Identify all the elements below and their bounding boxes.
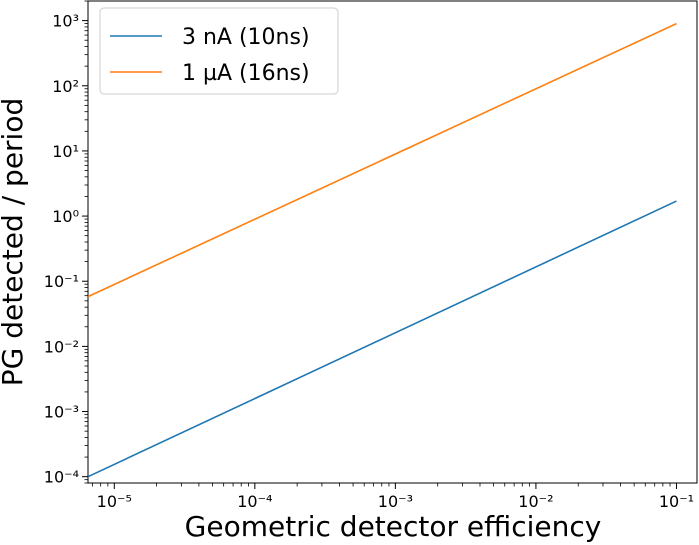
y-tick-label: 10¹ <box>52 142 79 161</box>
y-tick-label: 10³ <box>52 12 79 31</box>
y-tick-label: 10⁻² <box>44 337 79 356</box>
series-layer <box>87 22 677 478</box>
series-line-1 <box>87 200 677 478</box>
y-tick-label: 10² <box>52 77 79 96</box>
x-axis-label: Geometric detector efficiency <box>185 510 602 543</box>
y-tick-label: 10⁰ <box>52 207 79 226</box>
x-tick-label: 10⁻³ <box>378 492 413 511</box>
x-axis-ticks: 10⁻⁵ 10⁻⁴ 10⁻³ 10⁻² 10⁻¹ <box>92 483 694 511</box>
y-tick-label: 10⁻³ <box>44 403 79 422</box>
legend: 3 nA (10ns) 1 µA (16ns) <box>99 7 339 95</box>
legend-label-series-2: 1 µA (16ns) <box>182 61 310 86</box>
y-axis-ticks: 10⁻⁴ 10⁻³ 10⁻² 10⁻¹ 10⁰ 10¹ 10² 10³ <box>44 0 88 487</box>
x-tick-label: 10⁻⁴ <box>237 492 272 511</box>
series-line-2 <box>87 22 677 298</box>
x-tick-label: 10⁻² <box>518 492 553 511</box>
x-tick-label: 10⁻¹ <box>659 492 694 511</box>
legend-label-series-1: 3 nA (10ns) <box>182 25 310 50</box>
y-axis-label: PG detected / period <box>0 98 29 387</box>
y-tick-label: 10⁻¹ <box>44 272 79 291</box>
x-tick-label: 10⁻⁵ <box>97 492 132 511</box>
y-tick-label: 10⁻⁴ <box>44 468 79 487</box>
